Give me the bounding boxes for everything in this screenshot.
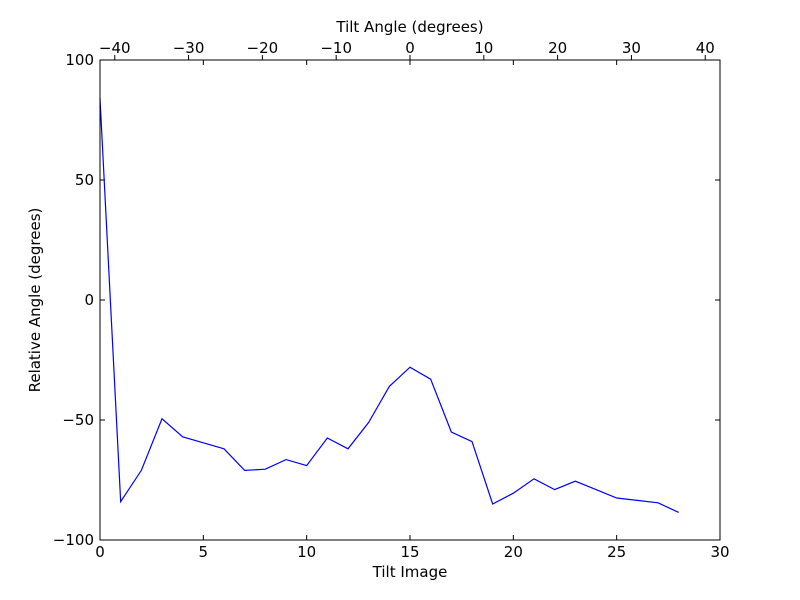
- y-tick-label: 50: [75, 171, 94, 189]
- top-axis-tick-label: 0: [405, 39, 415, 57]
- x-axis-label: Tilt Image: [372, 563, 448, 581]
- top-axis-tick-label: −10: [320, 39, 352, 57]
- top-axis-tick-label: −40: [99, 39, 131, 57]
- top-axis-label: Tilt Angle (degrees): [335, 18, 483, 36]
- x-tick-label: 10: [297, 543, 316, 561]
- top-axis-tick-label: −20: [247, 39, 279, 57]
- x-tick-label: 20: [504, 543, 523, 561]
- y-tick-label: −50: [62, 411, 94, 429]
- y-tick-label: −100: [53, 531, 94, 549]
- x-tick-label: 5: [199, 543, 209, 561]
- x-tick-label: 15: [400, 543, 419, 561]
- y-tick-label: 0: [84, 291, 94, 309]
- top-axis-tick-label: 20: [548, 39, 567, 57]
- top-axis-tick-label: 30: [622, 39, 641, 57]
- series-line: [99, 98, 679, 513]
- top-axis-tick-label: 10: [474, 39, 493, 57]
- top-axis-tick-label: 40: [696, 39, 715, 57]
- x-tick-label: 30: [710, 543, 729, 561]
- x-tick-label: 0: [95, 543, 105, 561]
- top-axis-tick-label: −30: [173, 39, 205, 57]
- plot-frame: [99, 59, 721, 541]
- y-axis-label: Relative Angle (degrees): [26, 208, 44, 393]
- y-tick-label: 100: [65, 51, 94, 69]
- x-tick-label: 25: [607, 543, 626, 561]
